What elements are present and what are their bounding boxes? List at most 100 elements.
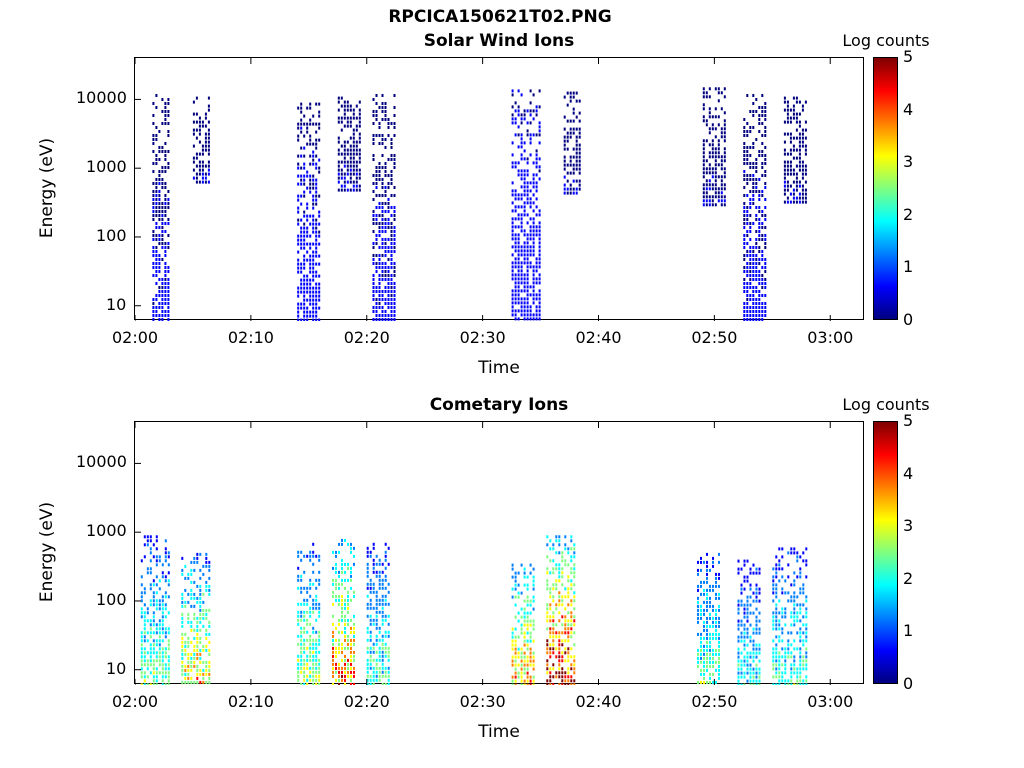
heatmap-cell	[755, 667, 758, 671]
heatmap-cell	[804, 172, 807, 176]
heatmap-cell	[740, 663, 743, 667]
heatmap-cell	[561, 671, 564, 675]
heatmap-cell	[723, 199, 726, 203]
heatmap-cell	[743, 314, 746, 317]
heatmap-cell	[517, 293, 520, 297]
heatmap-cell	[353, 622, 355, 626]
heatmap-cell	[196, 628, 199, 632]
heatmap-cell	[529, 599, 532, 603]
heatmap-cell	[529, 611, 532, 615]
heatmap-cell	[337, 152, 340, 156]
heatmap-cell	[712, 664, 714, 668]
heatmap-cell	[714, 135, 717, 139]
heatmap-cell	[567, 547, 570, 551]
heatmap-cell	[552, 639, 555, 643]
heatmap-cell	[164, 262, 167, 265]
heatmap-cell	[187, 576, 190, 580]
heatmap-cell	[718, 640, 720, 644]
heatmap-cell	[799, 659, 802, 663]
x-axis-label-cometary: Time	[478, 722, 520, 742]
heatmap-cell	[538, 105, 541, 109]
heatmap-cell	[792, 96, 795, 100]
heatmap-cell	[749, 595, 752, 599]
heatmap-cell	[573, 567, 576, 571]
heatmap-cell	[764, 278, 767, 281]
heatmap-cell	[193, 604, 196, 608]
heatmap-cell	[199, 656, 202, 660]
heatmap-cell	[306, 226, 309, 230]
heatmap-cell	[204, 112, 207, 116]
heatmap-cell	[393, 294, 396, 297]
heatmap-cell	[300, 614, 303, 618]
heatmap-cell	[523, 301, 526, 305]
heatmap-cell	[300, 282, 303, 286]
heatmap-cell	[737, 603, 740, 607]
heatmap-cell	[778, 599, 781, 603]
heatmap-cell	[152, 230, 155, 233]
heatmap-cell	[523, 189, 526, 193]
heatmap-cell	[167, 659, 170, 663]
heatmap-cell	[786, 168, 789, 172]
heatmap-cell	[703, 644, 705, 648]
heatmap-cell	[155, 535, 158, 539]
heatmap-cell	[805, 607, 808, 611]
heatmap-cell	[514, 643, 517, 647]
heatmap-cell	[758, 683, 761, 685]
heatmap-cell	[712, 620, 714, 624]
heatmap-cell	[529, 655, 532, 659]
heatmap-cell	[381, 210, 384, 213]
heatmap-cell	[297, 258, 300, 262]
heatmap-cell	[712, 660, 714, 664]
heatmap-cell	[737, 567, 740, 571]
heatmap-cell	[390, 222, 393, 225]
heatmap-cell	[558, 663, 561, 667]
heatmap-cell	[346, 152, 349, 156]
heatmap-cell	[352, 184, 355, 188]
heatmap-cell	[755, 675, 758, 679]
heatmap-cell	[164, 675, 167, 679]
heatmap-cell	[393, 298, 396, 301]
heatmap-cell	[152, 102, 155, 105]
heatmap-cell	[332, 646, 334, 650]
heatmap-cell	[711, 183, 714, 187]
heatmap-cell	[199, 648, 202, 652]
heatmap-cell	[723, 167, 726, 171]
heatmap-cell	[578, 147, 581, 151]
heatmap-cell	[805, 595, 808, 599]
heatmap-cell	[703, 648, 705, 652]
heatmap-cell	[709, 680, 711, 684]
heatmap-cell	[708, 131, 711, 135]
heatmap-cell	[708, 171, 711, 175]
heatmap-cell	[772, 647, 775, 651]
heatmap-cell	[350, 546, 352, 550]
heatmap-cell	[743, 238, 746, 241]
heatmap-cell	[312, 222, 315, 226]
heatmap-cell	[303, 258, 306, 262]
heatmap-cell	[529, 205, 532, 209]
heatmap-cell	[514, 225, 517, 229]
heatmap-cell	[303, 190, 306, 194]
heatmap-cell	[193, 592, 196, 596]
heatmap-cell	[158, 302, 161, 305]
heatmap-cell	[529, 181, 532, 185]
heatmap-cell	[384, 250, 387, 253]
heatmap-cell	[743, 214, 746, 217]
heatmap-cell	[338, 570, 340, 574]
heatmap-cell	[387, 630, 390, 634]
heatmap-cell	[181, 668, 184, 672]
heatmap-cell	[347, 542, 349, 546]
heatmap-cell	[352, 132, 355, 136]
heatmap-cell	[198, 180, 201, 184]
heatmap-cell	[718, 624, 720, 628]
heatmap-cell	[564, 587, 567, 591]
heatmap-cell	[535, 181, 538, 185]
heatmap-cell	[761, 254, 764, 257]
heatmap-cell	[366, 630, 369, 634]
heatmap-cell	[207, 136, 210, 140]
heatmap-cell	[523, 309, 526, 313]
heatmap-cell	[167, 579, 170, 583]
heatmap-cell	[384, 618, 387, 622]
heatmap-cell	[570, 635, 573, 639]
heatmap-cell	[347, 638, 349, 642]
heatmap-cell	[702, 203, 705, 207]
